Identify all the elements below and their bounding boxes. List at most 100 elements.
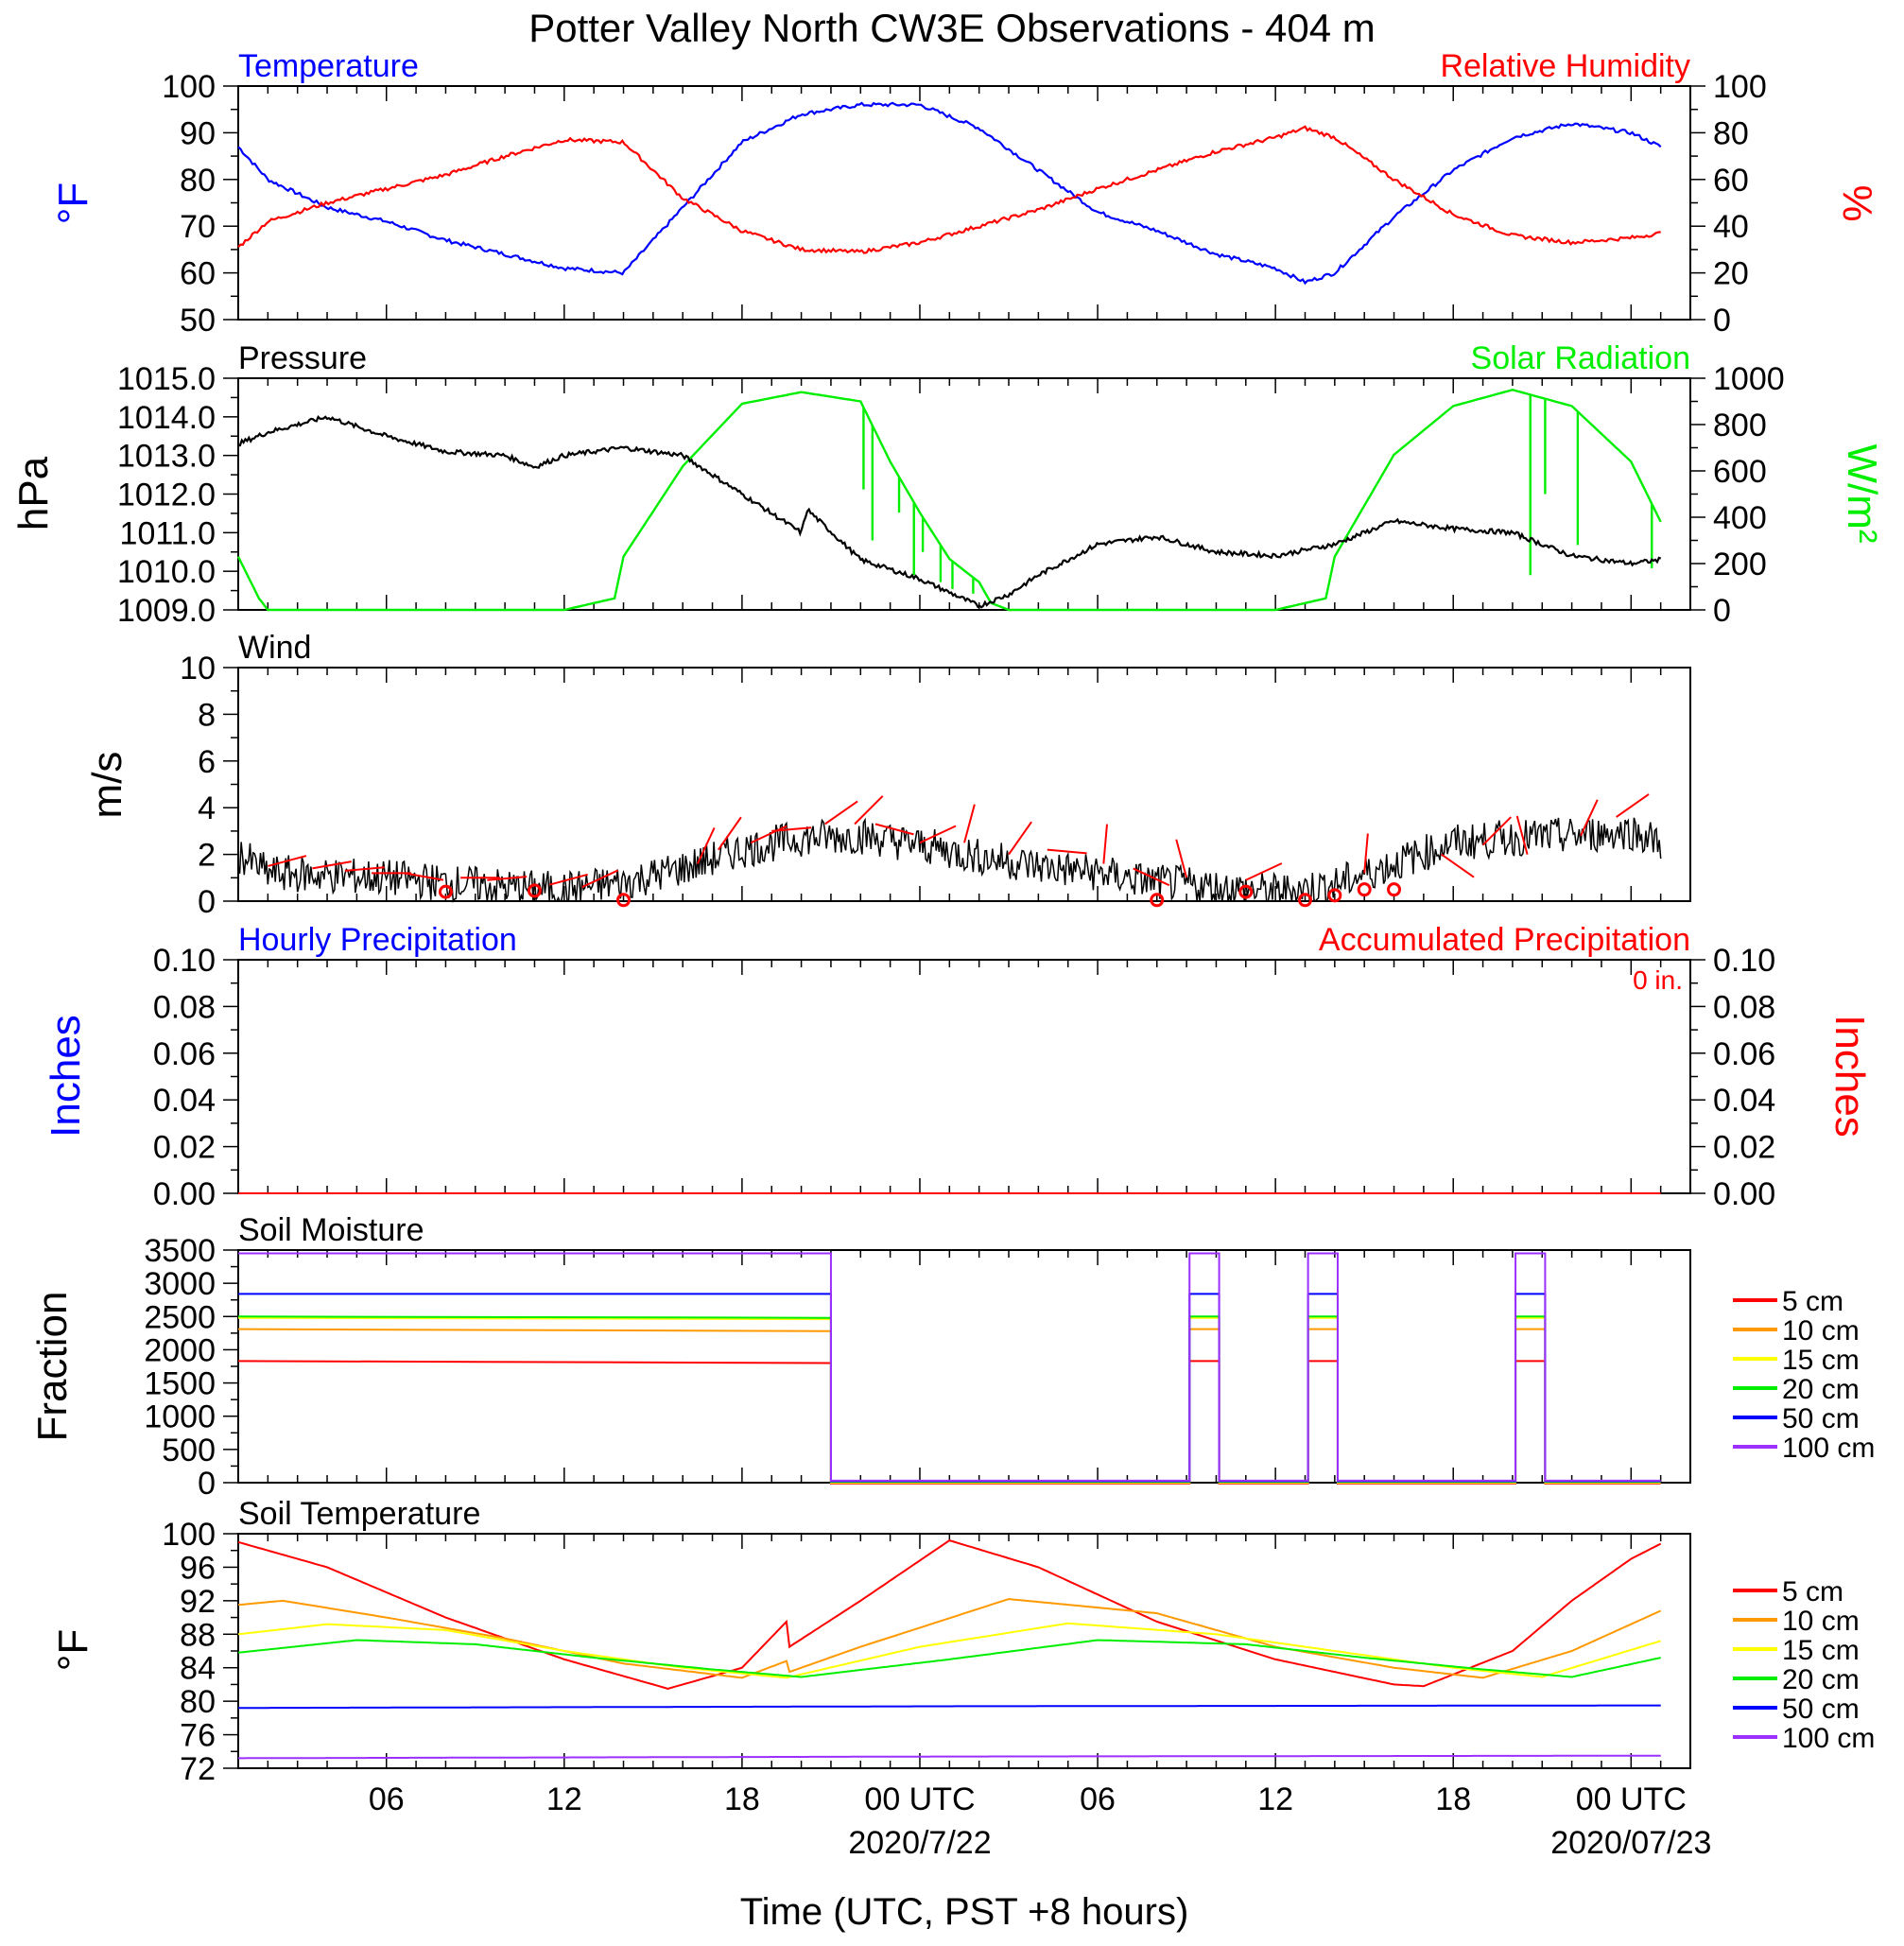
wind-y-label: m/s	[84, 752, 130, 819]
wind-barb	[268, 855, 307, 867]
temp-panel-right-ytick-label: 40	[1713, 209, 1749, 245]
x-date-label: 2020/07/23	[1550, 1825, 1711, 1861]
soil-moisture-line	[237, 1328, 1661, 1485]
wind-barb	[750, 825, 788, 844]
wind-barb	[771, 826, 812, 832]
calm-wind-circle	[1327, 888, 1342, 903]
rh-panel-title: Relative Humidity	[1440, 48, 1690, 84]
soil-temp-line	[238, 1754, 1661, 1760]
soil-temp-title: Soil Temperature	[238, 1496, 480, 1532]
precip-panel-right-ytick-label: 0.08	[1713, 989, 1775, 1025]
soil-temp-line	[238, 1704, 1661, 1710]
pressure-panel-ytick-label: 1015.0	[117, 361, 216, 397]
x-tick-label: 00 UTC	[1576, 1781, 1687, 1817]
calm-wind-circle	[1150, 893, 1165, 908]
soil-moisture-line	[237, 1360, 1661, 1485]
solar-panel-right-ytick-label: 0	[1713, 593, 1731, 629]
wind-barb	[1102, 824, 1108, 864]
soil-moisture-panel-ytick-label: 0	[198, 1466, 216, 1502]
soil-moisture-legend-label: 10 cm	[1782, 1315, 1860, 1347]
soil-moisture-legend-label: 100 cm	[1782, 1433, 1875, 1464]
x-tick-label: 12	[1257, 1781, 1293, 1817]
soil-temp-panel-ytick-label: 100	[162, 1517, 216, 1553]
pressure-panel-ytick-label: 1013.0	[117, 439, 216, 475]
pressure-panel-ytick-label: 1012.0	[117, 478, 216, 513]
wind-barb	[696, 826, 716, 864]
accum-precip-title: Accumulated Precipitation	[1319, 922, 1690, 958]
precip-panel-ytick-label: 0.00	[153, 1176, 216, 1212]
wind-barb	[1363, 833, 1369, 874]
precip-panel-ytick-label: 0.08	[153, 989, 216, 1025]
wind-barb	[718, 816, 742, 851]
temp-panel-ytick-label: 90	[180, 115, 216, 151]
soil-moisture-title: Soil Moisture	[238, 1212, 424, 1248]
pressure-line	[237, 414, 1662, 609]
precip-panel-frame	[237, 959, 1691, 1194]
soil-moisture-panel-ytick-label: 3000	[144, 1266, 216, 1302]
calm-wind-circle	[1297, 893, 1312, 908]
temp-panel-right-ytick-label: 60	[1713, 163, 1749, 199]
soil-temp-legend-label: 5 cm	[1782, 1576, 1843, 1607]
precip-panel-right-ytick-label: 0.06	[1713, 1036, 1775, 1072]
wind-barb	[874, 823, 914, 836]
calm-wind-circle	[1387, 882, 1402, 897]
soil-temp-legend-label: 10 cm	[1782, 1606, 1860, 1637]
calm-wind-circle	[438, 884, 453, 899]
humidity-line	[237, 125, 1661, 254]
x-tick-label: 12	[546, 1781, 582, 1817]
soil-moisture-legend-label: 15 cm	[1782, 1345, 1860, 1376]
wind-barb	[1481, 816, 1512, 846]
wind-panel-ytick-label: 4	[198, 791, 216, 826]
precip-panel-ytick-label: 0.10	[153, 943, 216, 979]
soil-moisture-panel-ytick-label: 1000	[144, 1399, 216, 1435]
soil-moisture-panel-frame	[237, 1249, 1691, 1484]
wind-barb	[1047, 848, 1087, 855]
soil-moisture-legend-label: 50 cm	[1782, 1403, 1860, 1434]
soil-moisture-panel-ytick-label: 2500	[144, 1299, 216, 1335]
wind-barb	[963, 804, 976, 843]
pressure-panel-frame	[237, 377, 1691, 611]
soil-moisture-panel-ytick-label: 2000	[144, 1332, 216, 1368]
wind-barb	[1580, 799, 1599, 837]
soil-temp-line	[237, 1539, 1662, 1690]
precip-y-label: Inches	[43, 1015, 89, 1138]
precip-panel-right-ytick-label: 0.10	[1713, 943, 1775, 979]
temp-panel-ytick-label: 50	[180, 303, 216, 339]
wind-barb	[344, 866, 385, 872]
x-axis-label: Time (UTC, PST +8 hours)	[740, 1891, 1189, 1933]
temp-panel-ytick-label: 60	[180, 256, 216, 292]
calm-wind-circle	[1357, 882, 1372, 897]
accum-precip-total: 0 in.	[1633, 965, 1683, 995]
soil-moisture-line	[237, 1315, 1661, 1484]
soil-moisture-panel-ytick-label: 3500	[144, 1233, 216, 1269]
solar-panel-right-ytick-label: 1000	[1713, 361, 1785, 397]
solar-panel-right-ytick-label: 800	[1713, 408, 1767, 443]
soil-temp-line	[237, 1639, 1661, 1678]
figure-title: Potter Valley North CW3E Observations - …	[528, 6, 1376, 50]
temperature-line	[237, 101, 1662, 286]
wind-barb	[1133, 867, 1170, 887]
wind-panel-ytick-label: 8	[198, 697, 216, 733]
accum-precip-y-label: Inches	[1826, 1015, 1873, 1138]
pressure-panel-ytick-label: 1010.0	[117, 554, 216, 590]
wind-barb	[1175, 839, 1188, 878]
pressure-panel-title: Pressure	[238, 340, 367, 376]
wind-barb	[1245, 862, 1283, 881]
pressure-panel-ytick-label: 1011.0	[120, 515, 216, 551]
wind-barb	[404, 872, 444, 881]
soil-moisture-panel-ytick-label: 1500	[144, 1366, 216, 1402]
solar-y-label: W/m²	[1839, 443, 1885, 543]
calm-wind-circle	[1238, 884, 1254, 899]
wind-panel-ytick-label: 2	[198, 838, 216, 874]
wind-barb	[1441, 853, 1475, 878]
precip-panel-right-ytick-label: 0.00	[1713, 1176, 1775, 1212]
hourly-precip-title: Hourly Precipitation	[238, 922, 517, 958]
solar-panel-right-ytick-label: 600	[1713, 454, 1767, 490]
soil-moisture-y-label: Fraction	[29, 1292, 76, 1442]
temp-y-label: °F	[50, 182, 96, 224]
wind-panel-title: Wind	[238, 630, 311, 666]
solar-panel-right-ytick-label: 400	[1713, 500, 1767, 536]
soil-temp-panel-ytick-label: 72	[180, 1751, 216, 1787]
soil-temp-panel-ytick-label: 88	[180, 1617, 216, 1653]
